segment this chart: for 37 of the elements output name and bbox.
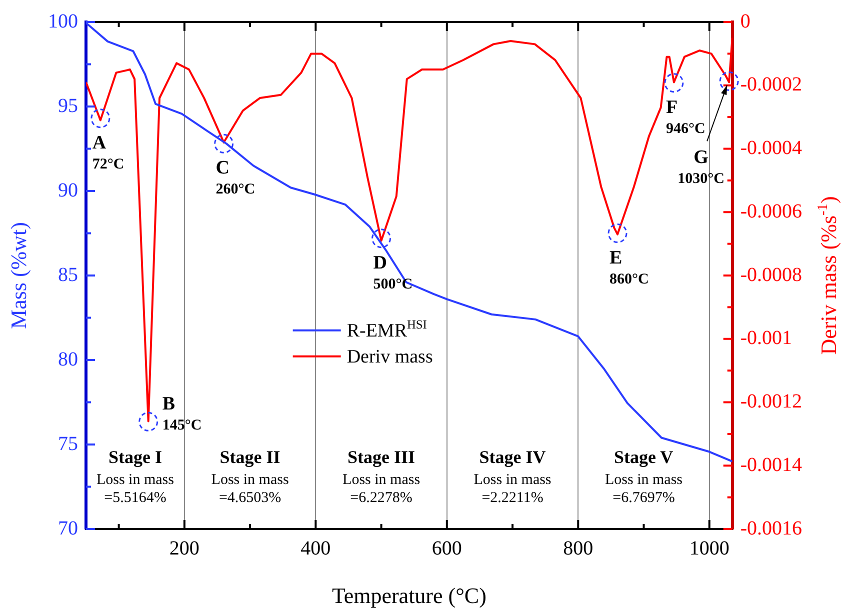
y-tick-label: 100 (48, 10, 78, 32)
annotation: B 145°C (162, 394, 202, 434)
annotation: Stage V Loss in mass =6.7697% (605, 447, 683, 506)
annotation: E 860°C (610, 247, 649, 288)
x-axis-title: Temperature (°C) (332, 583, 486, 608)
y2-tick-label: -0.0002 (740, 74, 802, 96)
y-tick-label: 70 (58, 517, 78, 540)
annotation: Stage III Loss in mass =6.2278% (342, 447, 420, 506)
y2-tick-label: -0.0008 (740, 264, 802, 286)
y2-tick-label: -0.0016 (740, 517, 802, 540)
y2-tick-label: -0.0014 (740, 454, 802, 476)
y-axis-title: Mass (%wt) (6, 222, 31, 329)
y2-tick-label: -0.0004 (740, 137, 802, 159)
y2-tick-label: -0.001 (740, 327, 792, 350)
annotation: Stage II Loss in mass =4.6503% (211, 447, 289, 506)
x-tick-label: 600 (432, 537, 462, 560)
annotation: A 72°C (92, 132, 124, 172)
y-tick-label: 75 (58, 432, 78, 455)
x-tick-label: 800 (563, 537, 594, 560)
x-tick-label: 200 (169, 537, 200, 560)
annotation: G 1030°C (678, 147, 724, 188)
annotation: F 946°C (666, 96, 706, 137)
x-tick-label: 1000 (689, 537, 730, 560)
annotation: Stage I Loss in mass =5.5164% (96, 447, 174, 506)
y-tick-label: 95 (58, 94, 78, 117)
y-tick-label: 80 (58, 348, 78, 370)
annotation: D 500°C (373, 252, 413, 292)
x-tick-label: 400 (300, 537, 331, 560)
y2-tick-label: -0.0012 (740, 390, 802, 412)
y2-tick-label: -0.0006 (740, 200, 802, 222)
y-tick-label: 90 (58, 179, 78, 202)
y2-tick-label: 0 (740, 10, 750, 32)
annotation: C 260°C (216, 158, 256, 198)
y-tick-label: 85 (58, 264, 78, 286)
legend-label: Deriv mass (346, 346, 433, 368)
annotation: Stage IV Loss in mass =2.2211% (474, 447, 552, 506)
y2-axis-title: Deriv mass (%s-1) (815, 196, 841, 355)
